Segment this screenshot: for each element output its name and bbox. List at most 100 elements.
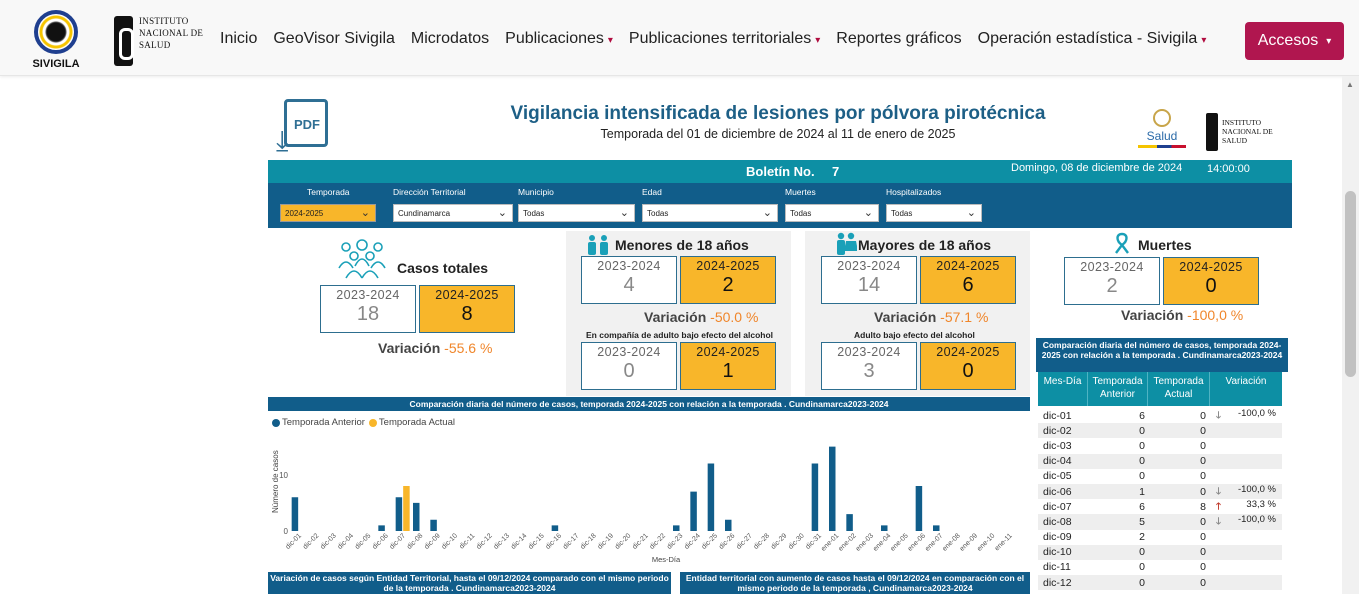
table-row: dic-01 6 0 🡓 -100,0 % bbox=[1038, 408, 1282, 423]
table-row: dic-09 2 0 bbox=[1038, 530, 1282, 545]
x-tick-label: ene-03 bbox=[855, 532, 875, 552]
caret-down-icon: ▾ bbox=[1326, 35, 1332, 47]
x-tick-label: ene-09 bbox=[959, 532, 979, 552]
cell-variacion: 🡓 -100,0 % bbox=[1210, 514, 1282, 530]
table-body: dic-01 6 0 🡓 -100,0 % dic-02 0 0 dic-03 0 0 dic-04 0… bbox=[1038, 408, 1282, 591]
page-scrollbar[interactable]: ▲ bbox=[1342, 76, 1359, 594]
kpi-value: 0 bbox=[623, 360, 635, 382]
cell-prev: 1 bbox=[1139, 485, 1145, 498]
season-label: 2023-2024 bbox=[336, 288, 400, 302]
bar-anterior-ene-04 bbox=[881, 525, 888, 531]
variacion-value: -100,0 % bbox=[1237, 483, 1276, 495]
muertes-variacion: Variación -100,0 % bbox=[1121, 307, 1244, 323]
bar-anterior-dic-24 bbox=[690, 491, 697, 531]
bar-anterior-ene-07 bbox=[933, 525, 940, 531]
cell-prev: 0 bbox=[1139, 576, 1145, 589]
x-tick-label: dic-25 bbox=[701, 532, 720, 551]
nav-microdatos[interactable]: Microdatos bbox=[410, 30, 490, 47]
cell-day: dic-12 bbox=[1043, 576, 1072, 589]
chevron-down-icon: ⌄ bbox=[360, 207, 370, 219]
x-tick-label: dic-29 bbox=[770, 532, 789, 551]
ins-logo[interactable]: INSTITUTO NACIONAL DE SALUD bbox=[114, 14, 206, 66]
eye-icon bbox=[34, 10, 78, 54]
report-canvas: PDF ⤓ Vigilancia intensificada de lesion… bbox=[268, 95, 1292, 594]
x-tick-label: dic-22 bbox=[649, 532, 668, 551]
municipio-select[interactable]: Todas ⌄ bbox=[518, 204, 635, 222]
x-tick-label: dic-20 bbox=[614, 532, 633, 551]
bar-anterior-ene-06 bbox=[915, 486, 923, 531]
salud-logo: Salud bbox=[1138, 109, 1186, 148]
season-label: 2024-2025 bbox=[435, 288, 499, 302]
nav-reportes-graficos[interactable]: Reportes gráficos bbox=[836, 30, 962, 47]
scroll-up-icon[interactable]: ▲ bbox=[1346, 80, 1354, 89]
nav-operacion-estadistica[interactable]: Operación estadística - Sivigila ▾ bbox=[977, 30, 1207, 47]
nav-geovisor[interactable]: GeoVisor Sivigila bbox=[273, 30, 395, 47]
table-row: dic-05 0 0 bbox=[1038, 469, 1282, 484]
legend-actual[interactable]: Temporada Actual bbox=[378, 417, 455, 428]
cell-cur: 0 bbox=[1200, 531, 1206, 544]
filter-hospitalizados: Hospitalizados Todas ⌄ bbox=[886, 187, 982, 222]
y-tick-label: 10 bbox=[279, 471, 288, 480]
x-tick-label: dic-03 bbox=[319, 532, 338, 551]
hospitalizados-select[interactable]: Todas ⌄ bbox=[886, 204, 982, 222]
menores-sub-cur: 2024-2025 1 bbox=[680, 342, 776, 390]
nav-links: Inicio GeoVisor Sivigila Microdatos Publ… bbox=[220, 30, 1222, 48]
legend-dot-anterior bbox=[272, 418, 280, 427]
kpi-value: 4 bbox=[623, 274, 635, 296]
cell-cur: 0 bbox=[1200, 424, 1206, 437]
sivigila-logo[interactable]: SIVIGILA bbox=[28, 8, 84, 72]
col-actual[interactable]: Temporada Actual bbox=[1148, 372, 1210, 406]
filter-direccion: Dirección Territorial Cundinamarca ⌄ bbox=[393, 187, 513, 222]
temporada-select[interactable]: 2024-2025 ⌄ bbox=[280, 204, 376, 222]
y-tick-label: 0 bbox=[284, 527, 289, 536]
ins-logo-report: INSTITUTO NACIONAL DE SALUD bbox=[1206, 113, 1286, 151]
cell-prev: 5 bbox=[1139, 515, 1145, 528]
edad-select[interactable]: Todas ⌄ bbox=[642, 204, 778, 222]
cell-day: dic-04 bbox=[1043, 455, 1072, 468]
aumento-entidad-title: Entidad territorial con aumento de casos… bbox=[680, 572, 1030, 594]
nav-publicaciones[interactable]: Publicaciones ▾ bbox=[505, 30, 613, 47]
filter-label: Dirección Territorial bbox=[393, 187, 466, 197]
legend-dot-actual bbox=[368, 418, 377, 427]
mayores-sub-title: Adulto bajo efecto del alcohol bbox=[854, 330, 975, 340]
x-tick-label: dic-24 bbox=[683, 532, 702, 551]
mayores-cur: 2024-2025 6 bbox=[920, 256, 1016, 304]
cell-day: dic-07 bbox=[1043, 500, 1072, 513]
nav-inicio[interactable]: Inicio bbox=[220, 30, 258, 47]
ins-line-2: NACIONAL DE bbox=[1222, 127, 1273, 136]
x-tick-label: dic-08 bbox=[406, 532, 425, 551]
menores-variacion: Variación -50.0 % bbox=[644, 309, 759, 325]
direccion-select[interactable]: Cundinamarca ⌄ bbox=[393, 204, 513, 222]
mayores-sub-cur: 2024-2025 0 bbox=[920, 342, 1016, 390]
adults-icon bbox=[837, 232, 857, 255]
legend-anterior[interactable]: Temporada Anterior bbox=[282, 417, 365, 428]
bar-anterior-dic-25 bbox=[707, 463, 715, 531]
muertes-select[interactable]: Todas ⌄ bbox=[785, 204, 879, 222]
col-anterior[interactable]: Temporada Anterior bbox=[1088, 372, 1148, 406]
col-variacion[interactable]: Variación bbox=[1225, 376, 1267, 387]
x-tick-label: dic-12 bbox=[475, 532, 494, 551]
kpi-value: 3 bbox=[863, 360, 875, 382]
scrollbar-thumb[interactable] bbox=[1345, 191, 1356, 377]
chart-title: Comparación diaria del número de casos, … bbox=[268, 397, 1030, 411]
kpi-value: 2 bbox=[722, 274, 734, 296]
table-row: dic-03 0 0 bbox=[1038, 438, 1282, 453]
kpi-value: 1 bbox=[722, 360, 734, 382]
filter-label: Hospitalizados bbox=[886, 187, 942, 197]
x-tick-label: dic-21 bbox=[631, 532, 650, 551]
report-title: Vigilancia intensificada de lesiones por… bbox=[510, 103, 1046, 124]
cell-prev: 6 bbox=[1139, 409, 1145, 422]
ins-line-1: INSTITUTO bbox=[139, 16, 189, 26]
nav-publicaciones-territoriales[interactable]: Publicaciones territoriales ▾ bbox=[628, 30, 821, 47]
cell-cur: 0 bbox=[1200, 455, 1206, 468]
chevron-down-icon: ⌄ bbox=[619, 207, 629, 219]
filter-edad: Edad Todas ⌄ bbox=[642, 187, 778, 222]
col-mes-dia[interactable]: Mes-Día bbox=[1038, 372, 1088, 406]
pdf-download-icon[interactable]: PDF ⤓ bbox=[274, 99, 332, 157]
bar-actual-dic-07 bbox=[403, 486, 410, 531]
accesos-button[interactable]: Accesos ▾ bbox=[1245, 22, 1344, 60]
arrow-down-icon: 🡓 bbox=[1216, 485, 1221, 497]
arrow-up-icon: 🡑 bbox=[1216, 500, 1221, 512]
x-tick-label: dic-06 bbox=[371, 532, 390, 551]
mayores-title: Mayores de 18 años bbox=[858, 237, 992, 253]
